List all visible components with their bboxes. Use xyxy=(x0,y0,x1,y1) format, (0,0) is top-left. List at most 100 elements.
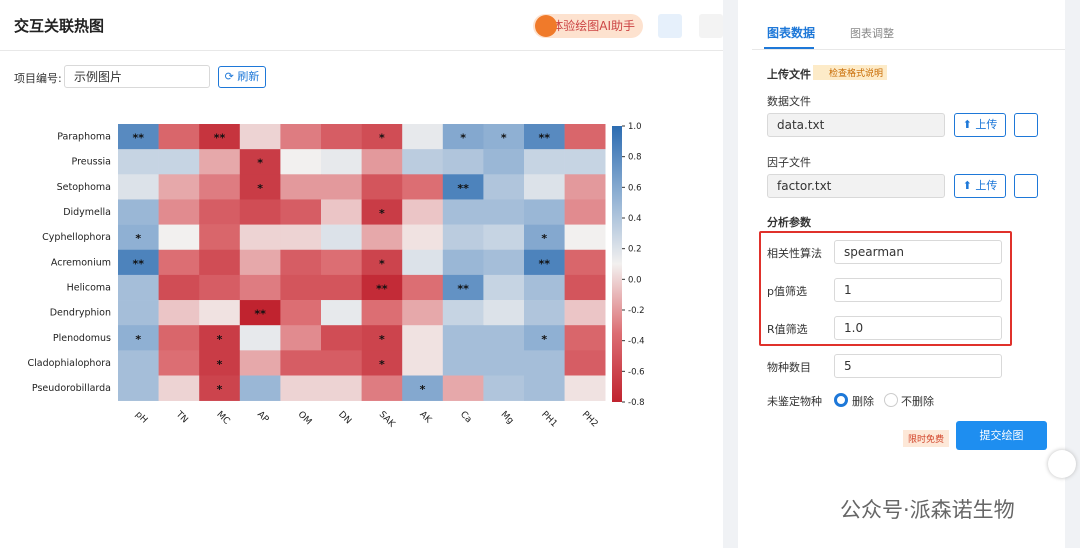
heat-cell xyxy=(402,350,444,376)
radio-checked[interactable] xyxy=(834,393,848,407)
heat-cell xyxy=(564,300,606,326)
heat-cell xyxy=(280,350,322,376)
format-help[interactable]: 检查格式说明 xyxy=(813,65,888,80)
row-label: Dendryphion xyxy=(50,308,111,319)
significance: * xyxy=(379,207,385,220)
file-icon[interactable] xyxy=(1014,113,1038,137)
heat-cell xyxy=(361,224,403,251)
heat-cell xyxy=(118,124,159,150)
tab-active[interactable]: 图表数据 xyxy=(767,26,816,40)
heat-cell xyxy=(118,350,159,376)
header-divider xyxy=(0,50,723,51)
ai-icon xyxy=(535,15,557,37)
heat-cell xyxy=(442,325,484,351)
edit-icon[interactable] xyxy=(1048,450,1076,478)
heat-cell xyxy=(280,149,322,175)
heat-cell xyxy=(118,174,159,200)
unidentified-label: 未鉴定物种 xyxy=(767,395,822,408)
significance: * xyxy=(257,182,263,195)
significance: * xyxy=(379,358,385,371)
colorbar-tick-label: -0.8 xyxy=(628,398,645,408)
heat-cell xyxy=(199,325,241,351)
significance: * xyxy=(379,257,385,270)
free-badge: 限时免费 xyxy=(903,430,950,447)
field-label: p值筛选 xyxy=(767,285,807,298)
data-file-label: 数据文件 xyxy=(767,95,811,108)
heat-cell xyxy=(158,174,200,200)
radio-label: 不删除 xyxy=(901,395,934,408)
upload-label: 上传 xyxy=(975,179,998,192)
heat-cell xyxy=(239,124,281,150)
radio-label: 删除 xyxy=(852,395,874,408)
radio[interactable] xyxy=(884,393,898,407)
heat-cell xyxy=(442,224,484,251)
field-input[interactable]: 1.0 xyxy=(834,316,1002,340)
heat-cell xyxy=(483,174,525,200)
heat-cell xyxy=(199,174,241,200)
heat-cell xyxy=(118,274,159,301)
heat-cell xyxy=(199,249,241,276)
column-label: AK xyxy=(417,410,433,426)
significance: ** xyxy=(457,182,469,195)
heat-cell xyxy=(402,375,444,401)
upload-button[interactable]: ⬆ 上传 xyxy=(954,113,1006,137)
data-file-input[interactable]: data.txt xyxy=(767,113,945,137)
heat-cell xyxy=(361,375,403,401)
heat-cell xyxy=(158,249,200,276)
column-label: pH xyxy=(133,410,149,426)
field-input[interactable]: 5 xyxy=(834,354,1002,378)
heat-cell xyxy=(199,350,241,376)
column-label: Ca xyxy=(458,410,473,425)
heat-cell xyxy=(321,124,362,150)
significance: ** xyxy=(214,132,226,145)
heat-cell xyxy=(361,174,403,200)
heat-cell xyxy=(118,249,159,276)
heat-cell xyxy=(442,350,484,376)
tab[interactable]: 图表调整 xyxy=(850,27,894,40)
heat-cell xyxy=(199,274,241,301)
heatmap: Paraphoma ** ** * * * **Preussia *Setophoma * **D… xyxy=(28,122,645,430)
field-select[interactable]: 1 xyxy=(834,278,1002,302)
heat-cell xyxy=(280,224,322,251)
heat-cell xyxy=(158,325,200,351)
project-select[interactable]: 示例图片 xyxy=(64,65,210,88)
column-label: TN xyxy=(173,409,189,425)
heat-cell xyxy=(483,124,525,150)
heat-cell xyxy=(118,300,159,326)
heat-cell xyxy=(361,300,403,326)
column-label: OM xyxy=(296,410,314,428)
row-label: Pseudorobillarda xyxy=(32,383,111,394)
factor-file-input[interactable]: factor.txt xyxy=(767,174,945,198)
heat-cell xyxy=(402,274,444,301)
field-select[interactable]: spearman xyxy=(834,240,1002,264)
heat-cell xyxy=(199,124,241,150)
heat-cell xyxy=(442,174,484,200)
row-label: Acremonium xyxy=(51,257,111,268)
download-icon[interactable] xyxy=(699,14,723,38)
heat-cell xyxy=(280,249,322,276)
factor-file-label: 因子文件 xyxy=(767,156,811,169)
heat-cell xyxy=(564,124,606,150)
tab-underline xyxy=(764,47,814,49)
refresh-button[interactable]: ⟳ 刷新 xyxy=(218,66,266,88)
heat-cell xyxy=(442,249,484,276)
heat-cell xyxy=(483,350,525,376)
significance: * xyxy=(217,383,223,396)
significance: * xyxy=(257,157,263,170)
submit-button[interactable]: 提交绘图 xyxy=(956,421,1047,450)
heat-cell xyxy=(564,375,606,401)
heat-cell xyxy=(321,274,362,301)
heat-cell xyxy=(361,274,403,301)
heat-cell xyxy=(158,224,200,251)
save-icon[interactable] xyxy=(658,14,682,38)
row-label: Paraphoma xyxy=(57,132,111,143)
submit-label: 提交绘图 xyxy=(979,429,1024,442)
heat-cell xyxy=(118,224,159,251)
upload-button[interactable]: ⬆ 上传 xyxy=(954,174,1006,198)
file-icon[interactable] xyxy=(1014,174,1038,198)
heat-cell xyxy=(402,174,444,200)
heat-cell xyxy=(199,199,241,225)
heat-cell xyxy=(442,300,484,326)
heat-cell xyxy=(118,199,159,225)
